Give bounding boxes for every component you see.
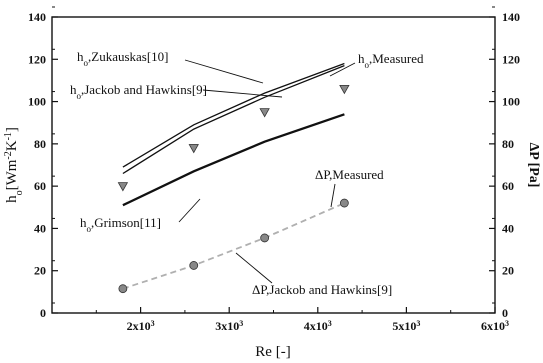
data-point-circle [339,198,349,208]
annotation-label: ho,Grimson[11] [80,215,161,234]
series-line [122,113,345,207]
data-point-triangle [188,144,199,154]
y-tick-label: 40 [34,221,46,235]
x-tick-label: 6x103 [481,319,509,334]
y-tick-label: 0 [40,306,46,320]
data-point-circle [189,261,199,270]
annotation-label: ho,Zukauskas[10] [77,49,169,68]
y-right-tick-label: 40 [502,221,514,235]
y-right-tick-label: 80 [502,137,514,151]
y-tick-label: 120 [28,52,46,66]
series-line [122,64,345,175]
y-tick-label: 80 [34,137,46,151]
y-tick-label: 100 [28,95,46,109]
annotation-label: ΔP,Jackob and Hawkins[9] [252,282,392,297]
y-right-tick-label: 0 [502,306,508,320]
x-tick-label: 3x103 [215,319,243,334]
x-tick-label: 5x103 [392,319,420,334]
x-tick-label: 4x103 [304,319,332,334]
annotation-label: ho,Jackob and Hawkins[9] [70,82,207,101]
data-point-triangle [259,108,270,118]
y-right-tick-label: 120 [502,52,520,66]
y-tick-label: 20 [34,264,46,278]
series-layer [117,62,350,294]
y-tick-label: 140 [28,10,46,24]
ticks-layer: 0 20 40 60 80 100 120 140 0 20 40 60 80 100 120 140 2x10… [28,6,520,334]
annotation-leader [329,62,356,77]
data-point-circle [260,233,270,243]
annotation-layer: ho,Zukauskas[10] ho,Jackob and Hawkins[9]… [70,49,424,297]
series-line-dashed [122,202,345,290]
y-tick-label: 60 [34,179,46,193]
y-right-tick-label: 140 [502,10,520,24]
y-right-tick-label: 100 [502,95,520,109]
annotation-leader [235,252,273,284]
annotation-leader [184,59,264,84]
x-tick-label: 2x103 [127,319,155,334]
data-point-circle [118,284,128,294]
annotation-leader [202,89,283,98]
y-axis-title-left: ho[Wm-2K-1] [3,127,25,203]
series-line [122,62,345,168]
annotation-label: ho,Measured [358,51,424,70]
data-point-triangle [117,182,129,192]
data-point-triangle [339,84,350,95]
y-right-tick-label: 60 [502,179,514,193]
annotation-leader [330,183,336,208]
x-axis-title: Re [-] [255,344,290,360]
y-right-tick-label: 20 [502,264,514,278]
annotation-label: ΔP,Measured [315,167,384,182]
annotation-leader [178,198,201,223]
y-axis-title-right: ΔP [Pa] [526,143,541,188]
